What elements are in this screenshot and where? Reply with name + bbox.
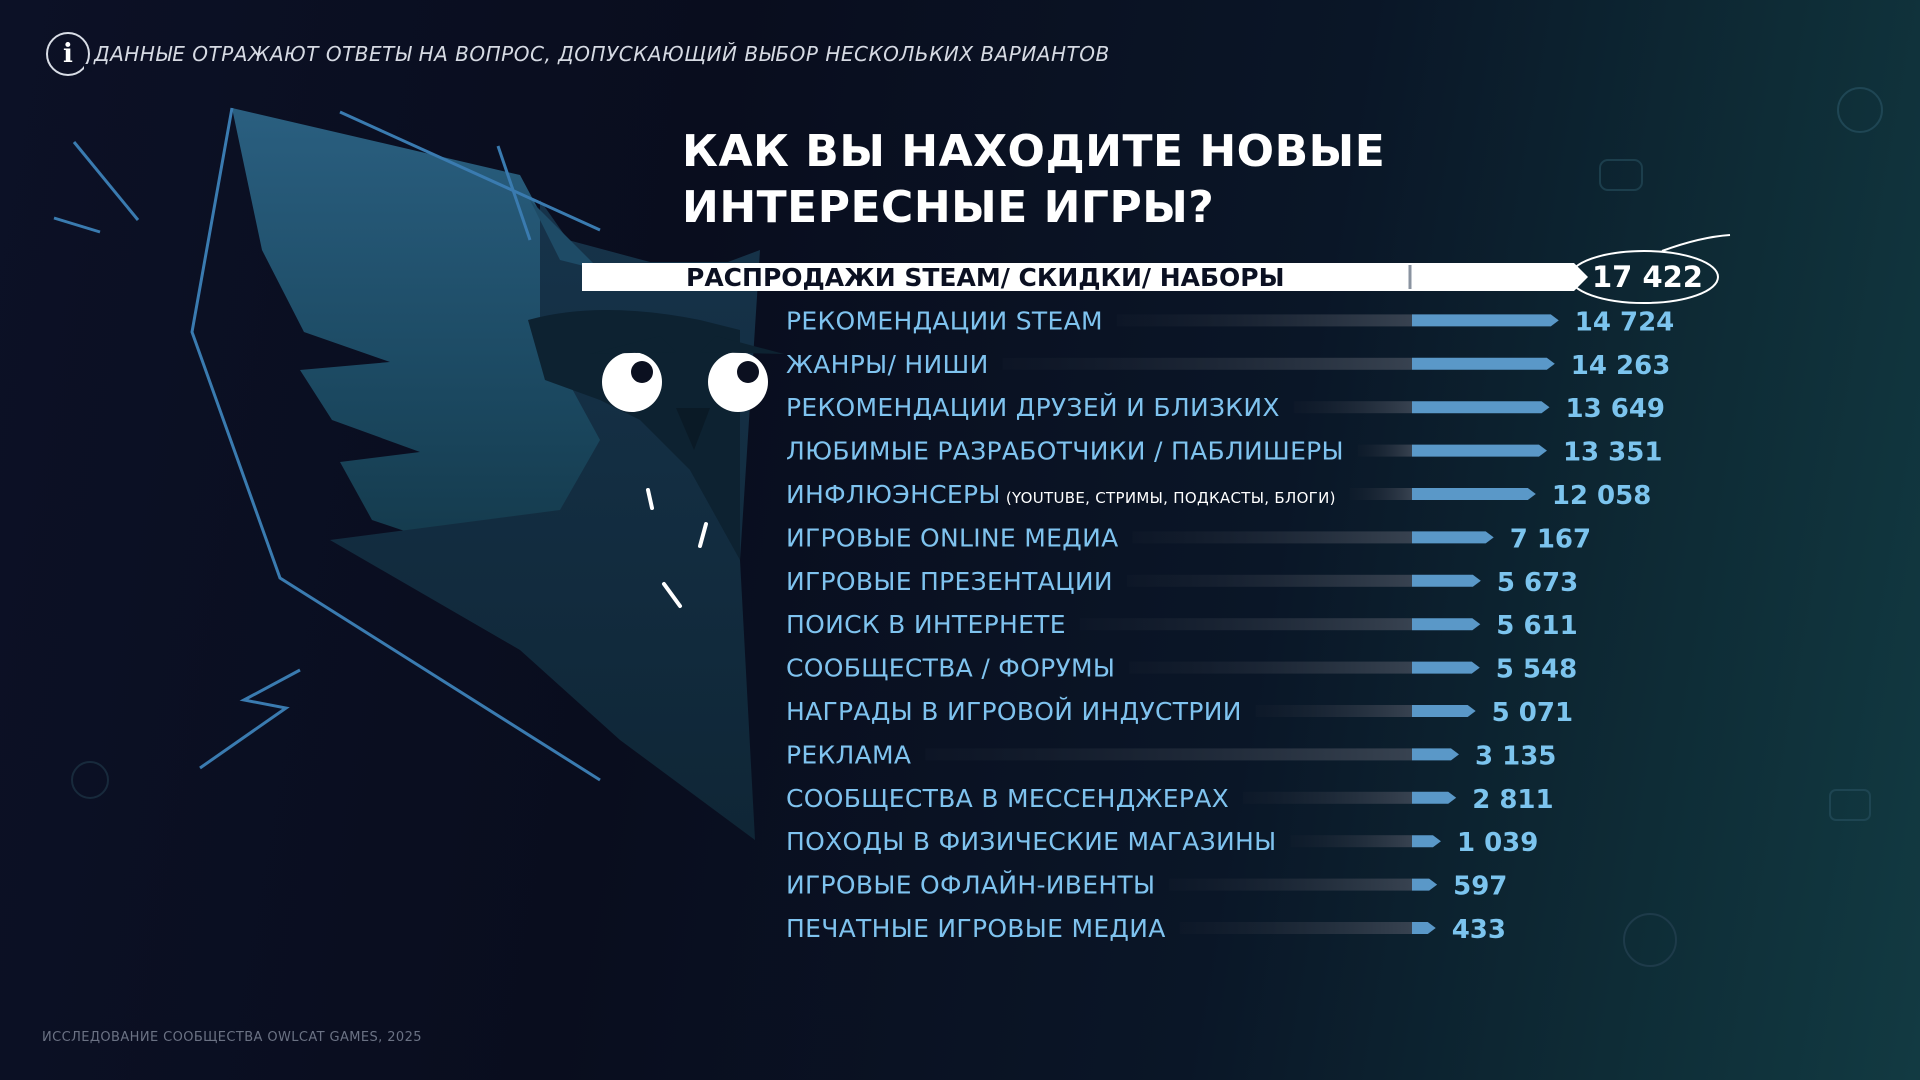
bar-value: 7 167 — [1510, 524, 1591, 554]
bar — [1412, 444, 1547, 457]
bar — [1412, 314, 1559, 327]
bar-value: 597 — [1453, 872, 1507, 902]
bar-label: ПЕЧАТНЫЕ ИГРОВЫЕ МЕДИА — [786, 914, 1166, 943]
bar — [1412, 574, 1481, 587]
bar-track — [1293, 401, 1412, 414]
bar-value: 1 039 — [1457, 828, 1538, 858]
chart-title: КАК ВЫ НАХОДИТЕ НОВЫЕ ИНТЕРЕСНЫЕ ИГРЫ? — [682, 124, 1442, 236]
bar-track — [1179, 922, 1412, 934]
info-note-text: ДАННЫЕ ОТРАЖАЮТ ОТВЕТЫ НА ВОПРОС, ДОПУСК… — [94, 42, 1110, 66]
bar-value: 13 351 — [1563, 438, 1663, 468]
owl-left-brow — [590, 336, 676, 354]
bar-label: ИНФЛЮЭНСЕРЫ (YOUTUBE, СТРИМЫ, ПОДКАСТЫ, … — [786, 480, 1336, 509]
bar-track — [1169, 878, 1412, 891]
owl-outline-stroke — [339, 110, 601, 232]
bar-track — [1002, 357, 1412, 370]
feather-mark — [662, 582, 682, 608]
bar-label: ПОИСК В ИНТЕРНЕТЕ — [786, 610, 1066, 639]
bar-track — [1357, 444, 1412, 457]
bar-value: 12 058 — [1552, 481, 1652, 511]
info-note: i ДАННЫЕ ОТРАЖАЮТ ОТВЕТЫ НА ВОПРОС, ДОПУ… — [46, 30, 1110, 78]
bar-value: 5 071 — [1492, 698, 1573, 728]
bar-label: ЛЮБИМЫЕ РАЗРАБОТЧИКИ / ПАБЛИШЕРЫ — [786, 437, 1344, 466]
bar-track — [1116, 314, 1412, 327]
bar — [1412, 748, 1459, 761]
bar-label: СООБЩЕСТВА / ФОРУМЫ — [786, 654, 1115, 683]
bar-label: СООБЩЕСТВА В МЕССЕНДЖЕРАХ — [786, 784, 1229, 813]
bar-label: ПОХОДЫ В ФИЗИЧЕСКИЕ МАГАЗИНЫ — [786, 827, 1276, 856]
bar-value: 13 649 — [1566, 394, 1666, 424]
bar — [1412, 488, 1536, 500]
bar-track — [1132, 531, 1412, 544]
bar-track — [1290, 835, 1412, 848]
bar-track — [1349, 488, 1412, 500]
bar-value: 5 548 — [1496, 655, 1577, 685]
bar-label: РЕКЛАМА — [786, 740, 911, 769]
bar — [1412, 661, 1480, 674]
bar — [1412, 531, 1494, 544]
owl-outline-stroke — [496, 145, 532, 241]
bar-track — [1243, 791, 1412, 804]
pattern-doodle — [1829, 789, 1871, 821]
bar-value: 433 — [1452, 915, 1506, 945]
bar-track — [1079, 618, 1412, 631]
spark-stroke — [53, 216, 101, 234]
bar-label: ЖАНРЫ/ НИШИ — [786, 350, 989, 379]
bar-track — [1129, 661, 1412, 674]
owl-left-pupil — [631, 361, 653, 383]
pattern-doodle — [71, 761, 109, 799]
bar-highlight — [582, 263, 1588, 291]
bar-track — [1255, 705, 1412, 717]
bar-label: ИГРОВЫЕ ОФЛАЙН-ИВЕНТЫ — [786, 871, 1155, 900]
bar-value: 14 263 — [1571, 351, 1671, 381]
bar — [1412, 705, 1476, 717]
bar-track — [925, 748, 1412, 761]
bar-track — [1126, 574, 1412, 587]
pattern-doodle — [1623, 913, 1677, 967]
value-highlight-circle — [1569, 250, 1719, 304]
pattern-doodle — [1599, 159, 1643, 191]
pattern-doodle — [1837, 87, 1883, 133]
bar — [1412, 357, 1555, 370]
owl-outline-stroke — [190, 107, 601, 782]
owl-ear-tuft — [530, 200, 600, 270]
owl-beak — [676, 408, 710, 450]
bar-value: 14 724 — [1575, 307, 1675, 337]
title-line-2: ИНТЕРЕСНЫЕ ИГРЫ? — [682, 182, 1215, 233]
info-icon: i — [46, 32, 92, 76]
lightning-stroke — [199, 668, 301, 770]
bar — [1412, 922, 1436, 934]
spark-stroke — [72, 141, 140, 221]
bar-value: 5 611 — [1496, 611, 1577, 641]
owl-face-shape — [528, 310, 740, 560]
bar-value: 5 673 — [1497, 568, 1578, 598]
bar — [1412, 401, 1550, 414]
title-line-1: КАК ВЫ НАХОДИТЕ НОВЫЕ — [682, 126, 1386, 177]
bar-label: НАГРАДЫ В ИГРОВОЙ ИНДУСТРИИ — [786, 697, 1242, 726]
bar-value: 17 422 — [1592, 260, 1703, 294]
feather-mark — [646, 488, 654, 510]
bar-label: РЕКОМЕНДАЦИИ STEAM — [786, 306, 1103, 335]
owl-right-brow — [700, 336, 784, 354]
bar-label: РЕКОМЕНДАЦИИ ДРУЗЕЙ И БЛИЗКИХ — [786, 393, 1280, 422]
bar-label: РАСПРОДАЖИ STEAM/ СКИДКИ/ НАБОРЫ — [686, 263, 1285, 292]
bar-label: ИГРОВЫЕ ONLINE МЕДИА — [786, 523, 1118, 552]
footer-source: ИССЛЕДОВАНИЕ СООБЩЕСТВА OWLCAT GAMES, 20… — [42, 1030, 422, 1045]
bar — [1412, 791, 1457, 804]
bar — [1412, 835, 1441, 848]
bar-value: 2 811 — [1472, 785, 1553, 815]
value-highlight-stroke — [1661, 234, 1731, 252]
bar — [1412, 618, 1481, 631]
bar — [1412, 878, 1438, 891]
bar-label: ИГРОВЫЕ ПРЕЗЕНТАЦИИ — [786, 567, 1113, 596]
bar-value: 3 135 — [1475, 741, 1556, 771]
owl-right-pupil — [737, 361, 759, 383]
bar-sublabel: (YOUTUBE, СТРИМЫ, ПОДКАСТЫ, БЛОГИ) — [1001, 489, 1336, 507]
feather-mark — [698, 522, 708, 548]
